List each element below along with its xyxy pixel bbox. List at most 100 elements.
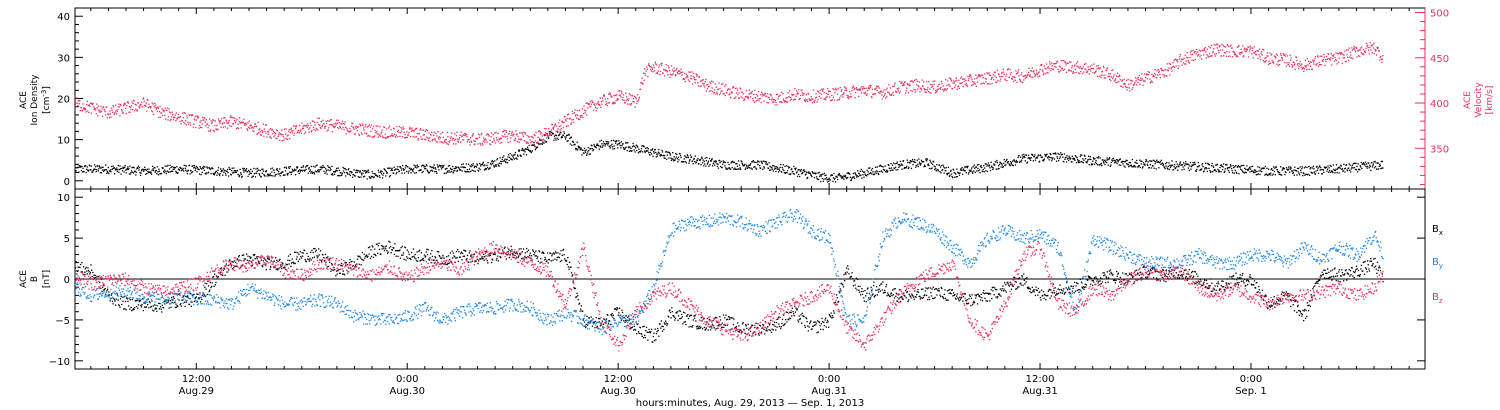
data-point-velocity: [478, 136, 481, 138]
data-point-density: [754, 161, 756, 164]
data-point-velocity: [1126, 89, 1128, 91]
data-point-density: [979, 172, 981, 174]
data-point-density: [581, 154, 583, 156]
data-point-density: [1116, 162, 1118, 165]
data-point-velocity: [1034, 75, 1036, 78]
data-point-velocity: [378, 134, 381, 137]
data-point-velocity: [1001, 71, 1003, 74]
data-point-density: [723, 161, 725, 163]
data-point-velocity: [465, 133, 468, 135]
data-point-velocity: [917, 85, 919, 87]
data-point-velocity: [449, 139, 451, 142]
data-point-velocity: [857, 89, 859, 91]
data-point-velocity: [415, 128, 417, 130]
data-point-density: [1348, 163, 1350, 165]
data-point-density: [762, 168, 764, 170]
data-point-density: [222, 174, 224, 176]
data-point-velocity: [622, 96, 624, 99]
data-point-density: [1220, 164, 1223, 166]
data-point-density: [563, 132, 566, 135]
data-point-velocity: [1148, 73, 1150, 76]
data-point-density: [1156, 159, 1158, 161]
data-point-velocity: [357, 126, 359, 128]
data-point-velocity: [1265, 60, 1267, 62]
data-point-velocity: [1261, 54, 1263, 56]
data-point-density: [136, 168, 138, 170]
data-point-density: [844, 175, 847, 177]
data-point-velocity: [392, 135, 394, 137]
data-point-velocity: [543, 127, 546, 130]
data-point-velocity: [309, 127, 311, 129]
data-point-density: [415, 172, 417, 174]
data-point-density: [400, 169, 403, 171]
data-point-velocity: [1060, 70, 1062, 72]
data-point-velocity: [1273, 62, 1275, 64]
data-point-velocity: [724, 85, 726, 87]
data-point-velocity: [700, 85, 702, 87]
data-point-density: [396, 171, 398, 174]
data-point-density: [305, 168, 307, 170]
data-point-density: [1210, 165, 1213, 167]
data-point-density: [1288, 168, 1290, 170]
data-point-velocity: [189, 122, 191, 124]
data-point-velocity: [455, 143, 457, 145]
data-point-density: [94, 164, 96, 166]
data-point-velocity: [111, 111, 114, 113]
data-point-density: [101, 169, 104, 171]
data-point-density: [1164, 166, 1166, 168]
data-point-density: [1176, 166, 1178, 168]
data-point-velocity: [999, 80, 1001, 82]
data-point-velocity: [1107, 67, 1109, 69]
data-point-density: [925, 158, 927, 160]
data-point-velocity: [880, 90, 883, 92]
data-point-density: [635, 147, 637, 149]
data-point-density: [456, 169, 459, 172]
data-point-density: [294, 174, 297, 176]
data-point-density: [1077, 160, 1079, 162]
data-point-density: [638, 148, 640, 150]
data-point-density: [640, 148, 643, 150]
data-point-density: [402, 165, 404, 167]
data-point-density: [495, 164, 497, 166]
data-point-density: [1008, 163, 1010, 165]
data-point-velocity: [846, 89, 848, 91]
data-point-velocity: [438, 136, 441, 138]
data-point-density: [728, 167, 731, 169]
data-point-density: [105, 164, 107, 166]
data-point-density: [653, 152, 655, 154]
data-point-density: [222, 168, 224, 170]
data-point-density: [1221, 165, 1223, 167]
data-point-density: [512, 157, 514, 159]
data-point-velocity: [1192, 49, 1194, 52]
data-point-density: [1092, 157, 1095, 159]
data-point-velocity: [784, 100, 787, 103]
data-point-density: [859, 175, 861, 177]
data-point-density: [212, 168, 214, 170]
data-point-density: [795, 172, 798, 174]
data-point-density: [1290, 167, 1292, 169]
data-point-density: [905, 167, 907, 169]
data-point-density: [740, 168, 742, 170]
data-point-velocity: [1247, 56, 1250, 58]
data-point-density: [834, 177, 836, 179]
data-point-velocity: [1182, 62, 1185, 64]
data-point-density: [725, 167, 727, 169]
data-point-velocity: [530, 135, 532, 138]
data-point-density: [1297, 167, 1300, 170]
data-point-density: [481, 164, 483, 166]
data-point-density: [157, 171, 159, 173]
data-point-density: [809, 172, 811, 174]
data-point-density: [772, 170, 774, 172]
data-point-density: [277, 169, 279, 171]
data-point-density: [866, 175, 868, 177]
data-point-velocity: [1234, 53, 1236, 55]
data-point-density: [492, 161, 494, 163]
data-point-density: [362, 172, 364, 174]
data-point-velocity: [933, 83, 935, 85]
data-point-density: [986, 170, 989, 173]
data-point-density: [589, 148, 591, 150]
data-point-density: [722, 160, 724, 162]
data-point-velocity: [865, 91, 867, 93]
data-point-velocity: [923, 87, 925, 90]
data-point-density: [962, 173, 964, 175]
